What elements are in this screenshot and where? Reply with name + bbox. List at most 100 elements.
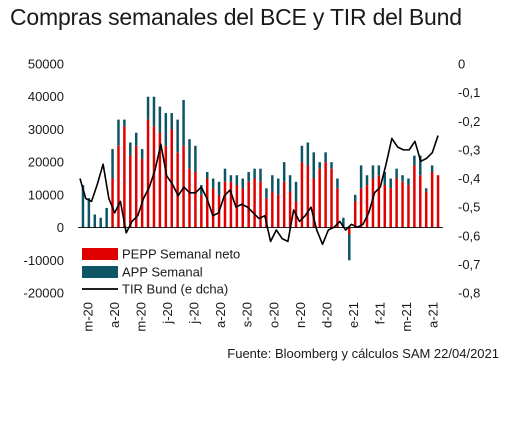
pepp-bar <box>282 181 286 228</box>
pepp-bar <box>223 181 227 228</box>
app-bar <box>318 162 321 169</box>
left-tick-label: 30000 <box>28 122 64 137</box>
pepp-bar <box>253 178 256 228</box>
app-bar <box>365 175 369 186</box>
app-bar <box>164 113 168 146</box>
pepp-bar <box>395 178 398 228</box>
app-bar <box>395 168 398 179</box>
pepp-bar <box>265 198 268 228</box>
pepp-bar <box>371 178 375 228</box>
app-bar <box>200 185 203 195</box>
pepp-bar <box>241 188 244 228</box>
bund-line <box>79 135 439 246</box>
right-tick-label: -0,5 <box>458 200 480 215</box>
app-bar <box>359 165 363 189</box>
pepp-bar <box>259 181 262 228</box>
app-bar <box>111 149 114 179</box>
pepp-bar <box>170 129 173 228</box>
pepp-bar <box>140 158 144 228</box>
app-bar <box>424 188 428 192</box>
legend-label: APP Semanal <box>122 265 203 280</box>
app-bar <box>152 96 156 127</box>
app-bar <box>348 234 351 261</box>
right-tick-label: -0,3 <box>458 142 480 157</box>
app-bar <box>123 119 126 127</box>
pepp-bar <box>123 126 126 228</box>
legend: PEPP Semanal neto APP Semanal TIR Bund (e … <box>82 247 240 297</box>
pepp-bar <box>111 178 114 228</box>
app-bar <box>389 178 392 189</box>
x-tick-label: n-20 <box>293 302 308 328</box>
pepp-bar <box>300 162 304 228</box>
app-bar <box>413 155 416 166</box>
x-tick-label: a-20 <box>107 302 122 328</box>
app-bar <box>353 194 357 202</box>
chart-title: Compras semanales del BCE y TIR del Bund <box>10 4 462 30</box>
app-bar <box>99 217 102 228</box>
left-tick-label: -10000 <box>24 253 64 268</box>
app-bar <box>383 171 387 186</box>
app-bar <box>294 181 298 202</box>
app-bar <box>282 162 286 182</box>
pepp-bar <box>164 145 168 228</box>
pepp-bar <box>430 171 434 228</box>
pepp-bar <box>117 145 120 228</box>
pepp-bar <box>211 188 215 228</box>
app-bar <box>324 152 327 163</box>
pepp-bar <box>312 178 316 228</box>
pepp-bar <box>353 201 357 228</box>
app-bar <box>430 165 434 172</box>
x-tick-label: e-21 <box>346 302 361 328</box>
app-bar <box>419 155 422 176</box>
app-bar <box>312 152 316 179</box>
app-bar <box>205 171 209 179</box>
app-bar <box>401 175 404 182</box>
app-bar <box>134 132 138 146</box>
legend-swatch-pepp <box>82 248 118 260</box>
pepp-bar <box>176 152 179 228</box>
app-bar <box>81 185 85 228</box>
pepp-bar <box>146 119 150 228</box>
app-bar <box>253 168 256 179</box>
pepp-bar <box>330 168 333 228</box>
legend-label: PEPP Semanal neto <box>122 247 240 262</box>
x-tick-label: m-20 <box>134 302 149 332</box>
app-bar <box>342 217 345 228</box>
app-bar <box>300 145 304 163</box>
app-bar <box>271 175 274 192</box>
right-tick-label: -0,7 <box>458 257 480 272</box>
app-bar <box>330 162 333 169</box>
x-tick-label: s-20 <box>240 302 255 327</box>
app-bar <box>306 142 310 166</box>
legend-swatch-app <box>82 266 118 278</box>
pepp-bar <box>407 185 410 228</box>
x-tick-label: a-21 <box>426 302 441 328</box>
pepp-bar <box>247 181 250 228</box>
bars <box>81 96 440 261</box>
app-bar <box>158 106 162 133</box>
left-axis-ticks: -20000 -10000 0 10000 20000 30000 40000 50000 <box>24 57 64 301</box>
pepp-bar <box>383 185 387 228</box>
app-bar <box>336 178 339 189</box>
legend-label: TIR Bund (e dcha) <box>122 282 228 297</box>
app-bar <box>194 145 197 172</box>
pepp-bar <box>436 175 440 228</box>
pepp-bar <box>401 181 404 228</box>
app-bar <box>129 142 132 156</box>
x-tick-label: m-21 <box>399 302 414 332</box>
left-tick-label: 50000 <box>28 57 64 72</box>
right-tick-label: -0,4 <box>458 171 480 186</box>
source-note: Fuente: Bloomberg y cálculos SAM 22/04/2… <box>227 346 499 361</box>
app-bar <box>223 168 227 182</box>
pepp-bar <box>377 175 381 228</box>
app-bar <box>377 165 381 176</box>
pepp-bar <box>200 194 203 228</box>
x-axis-ticks: m-20 a-20 m-20 j-20 j-20 a-20 s-20 o-20 n-20 d-20… <box>81 302 441 332</box>
app-bar <box>371 165 375 179</box>
pepp-bar <box>365 185 369 228</box>
pepp-bar <box>288 191 292 228</box>
app-bar <box>277 178 280 195</box>
left-tick-label: 20000 <box>28 155 64 170</box>
pepp-bar <box>277 194 280 228</box>
